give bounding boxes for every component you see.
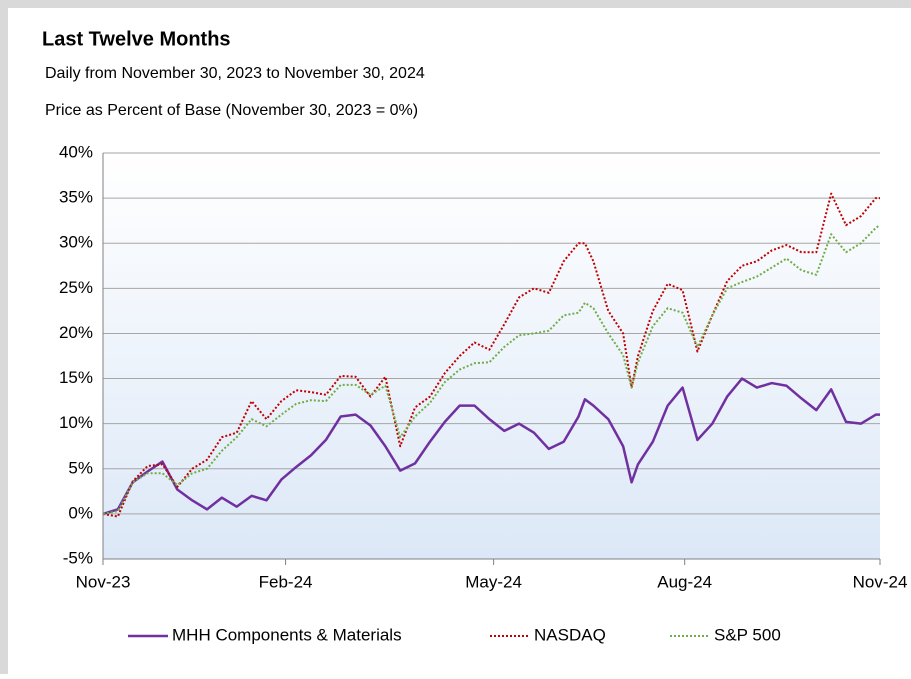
y-tick-label: 20% [59,323,93,342]
plot-area [103,153,880,559]
chart-title: Last Twelve Months [42,28,231,50]
y-tick-label: 40% [59,142,93,161]
legend-label: NASDAQ [534,625,606,644]
legend-label: S&P 500 [714,625,781,644]
chart-subtitle: Daily from November 30, 2023 to November… [45,65,425,82]
x-tick-label: Nov-24 [853,572,908,591]
y-tick-label: 5% [68,458,93,477]
x-tick-label: Aug-24 [657,572,712,591]
axis-label: Price as Percent of Base (November 30, 2… [45,102,418,119]
y-tick-label: 35% [59,188,93,207]
y-tick-label: -5% [63,548,93,567]
y-tick-label: 30% [59,233,93,252]
y-tick-label: 0% [68,503,93,522]
x-tick-label: Nov-23 [76,572,131,591]
series-line [102,224,881,515]
y-tick-label: 15% [59,368,93,387]
x-tick-label: Feb-24 [259,572,313,591]
series-line [102,377,880,516]
series-line [102,192,880,518]
legend-label: MHH Components & Materials [172,625,402,644]
x-tick-label: May-24 [465,572,522,591]
y-tick-label: 25% [59,278,93,297]
y-tick-label: 10% [59,413,93,432]
